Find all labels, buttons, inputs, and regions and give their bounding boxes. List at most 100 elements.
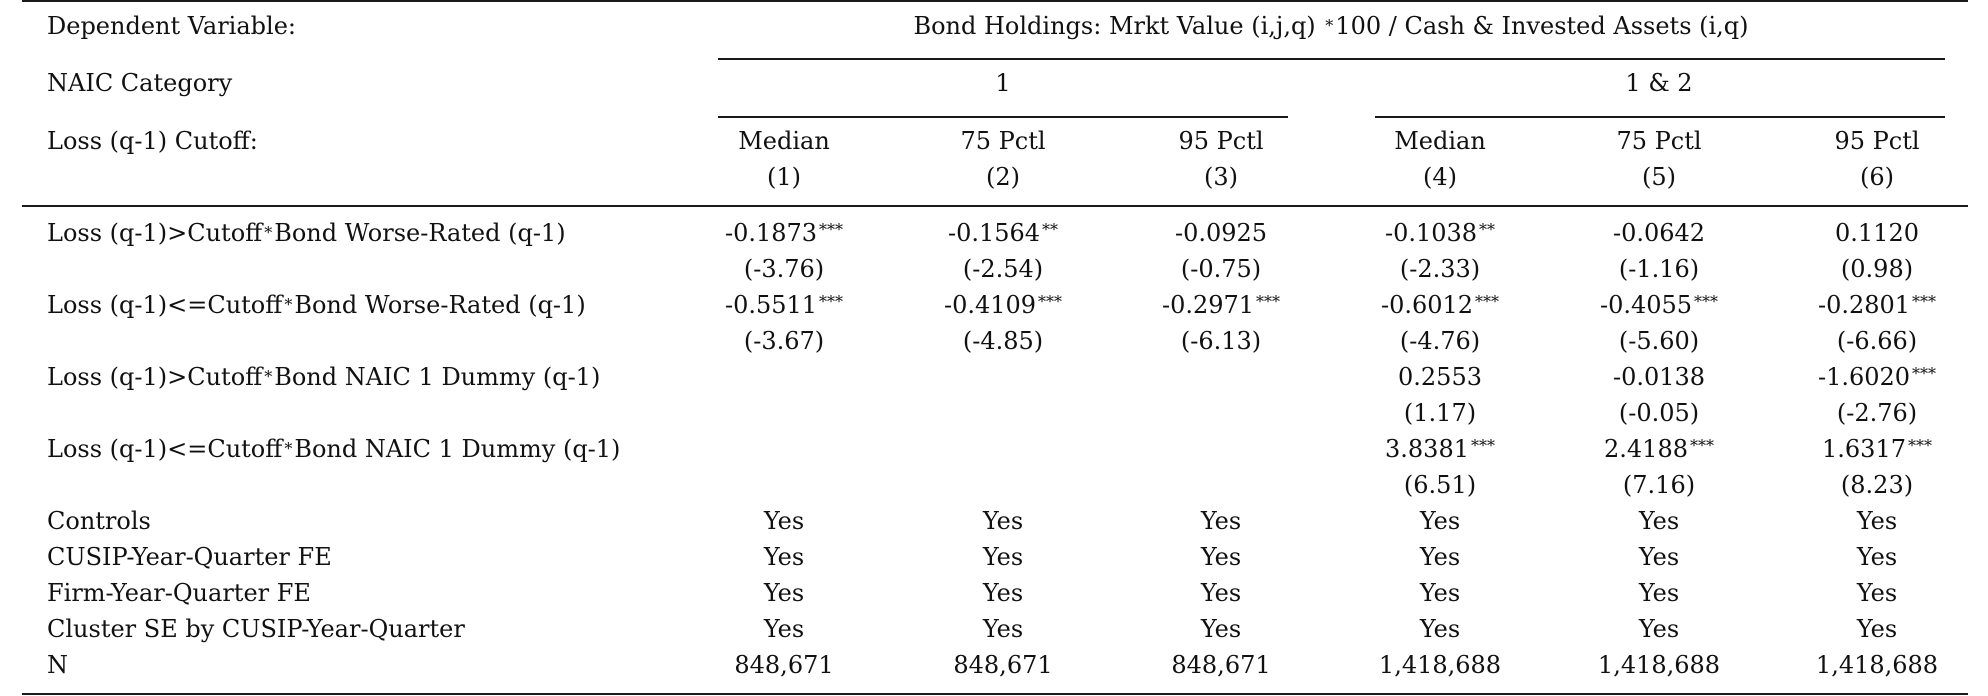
coefficient-value: -0.1038 bbox=[1384, 219, 1478, 247]
row-label-post: Bond Worse-Rated (q-1) bbox=[294, 291, 586, 319]
dependent-variable-label: Dependent Variable: bbox=[47, 12, 296, 40]
coefficient-cell: -0.1873 *** bbox=[725, 218, 843, 251]
row-label-pre: Loss (q-1)<=Cutoff bbox=[47, 435, 283, 463]
column-header-number: (4) bbox=[1423, 163, 1457, 191]
coefficient-value: -0.4109 bbox=[943, 291, 1037, 319]
coefficient-value: -0.4055 bbox=[1599, 291, 1693, 319]
row-label-pre: Loss (q-1)<=Cutoff bbox=[47, 291, 283, 319]
row-label: Loss (q-1)<=Cutoff *Bond Worse-Rated (q-1… bbox=[47, 290, 586, 323]
coefficient-value: -0.1564 bbox=[947, 219, 1041, 247]
row-label-star: * bbox=[264, 223, 273, 242]
coefficient-value: 3.8381 bbox=[1385, 435, 1469, 463]
coefficient-cell: 0.2553 bbox=[1398, 362, 1482, 392]
footer-row-value: 848,671 bbox=[953, 651, 1053, 679]
column-header-number: (3) bbox=[1204, 163, 1238, 191]
coefficient-value: -0.1873 bbox=[724, 219, 818, 247]
footer-row-label: CUSIP-Year-Quarter FE bbox=[47, 543, 332, 571]
footer-row-label: N bbox=[47, 651, 68, 679]
t-statistic-cell: (7.16) bbox=[1622, 471, 1696, 499]
footer-row-label: Firm-Year-Quarter FE bbox=[47, 579, 311, 607]
column-header-name: 75 Pctl bbox=[1616, 127, 1702, 155]
footer-row-value: 848,671 bbox=[734, 651, 834, 679]
footer-row-value: Yes bbox=[1200, 507, 1242, 535]
footer-row-value: Yes bbox=[982, 579, 1024, 607]
significance-stars: *** bbox=[1912, 364, 1937, 383]
naic-category-label: NAIC Category bbox=[47, 69, 233, 97]
column-header-name: 75 Pctl bbox=[960, 127, 1046, 155]
column-header-name: Median bbox=[738, 127, 830, 155]
footer-row-value: 1,418,688 bbox=[1815, 651, 1939, 679]
row-label: Loss (q-1)>Cutoff *Bond Worse-Rated (q-1) bbox=[47, 218, 566, 251]
coefficient-value: -0.0925 bbox=[1174, 219, 1268, 247]
coefficient-cell: -1.6020 *** bbox=[1818, 362, 1936, 395]
coefficient-cell: -0.0138 bbox=[1613, 362, 1705, 392]
footer-row-value: Yes bbox=[1856, 579, 1898, 607]
significance-stars: *** bbox=[819, 292, 844, 311]
coefficient-value: -0.2801 bbox=[1817, 291, 1911, 319]
t-statistic-cell: (-5.60) bbox=[1618, 327, 1700, 355]
coefficient-value: -0.0642 bbox=[1612, 219, 1706, 247]
t-statistic-cell: (-6.13) bbox=[1180, 327, 1262, 355]
footer-row-value: Yes bbox=[982, 507, 1024, 535]
naic-group-2-rule bbox=[1375, 116, 1945, 118]
column-header-number: (1) bbox=[767, 163, 801, 191]
significance-stars: *** bbox=[1470, 436, 1495, 455]
footer-row-value: Yes bbox=[1856, 507, 1898, 535]
significance-stars: *** bbox=[1907, 436, 1932, 455]
coefficient-value: -0.6012 bbox=[1380, 291, 1474, 319]
row-label-post: Bond NAIC 1 Dummy (q-1) bbox=[274, 363, 601, 391]
footer-row-value: Yes bbox=[1638, 615, 1680, 643]
t-statistic-cell: (-4.76) bbox=[1399, 327, 1481, 355]
footer-row-value: Yes bbox=[1419, 615, 1461, 643]
footer-row-value: Yes bbox=[1200, 615, 1242, 643]
footer-row-value: Yes bbox=[1638, 507, 1680, 535]
coefficient-cell: -0.2801 *** bbox=[1818, 290, 1936, 323]
coefficient-value: -0.5511 bbox=[724, 291, 818, 319]
coefficient-cell: -0.0642 bbox=[1613, 218, 1705, 248]
bottom-rule bbox=[22, 693, 1968, 695]
footer-row-value: 848,671 bbox=[1171, 651, 1271, 679]
coefficient-value: 1.6317 bbox=[1822, 435, 1906, 463]
footer-row-value: Yes bbox=[1856, 543, 1898, 571]
row-label-star: * bbox=[284, 439, 293, 458]
coefficient-cell: -0.5511 *** bbox=[725, 290, 843, 323]
footer-row-value: Yes bbox=[1200, 543, 1242, 571]
row-label-post: Bond Worse-Rated (q-1) bbox=[274, 219, 566, 247]
column-header-number: (6) bbox=[1860, 163, 1894, 191]
footer-row-value: Yes bbox=[1638, 579, 1680, 607]
dependent-variable-value: Bond Holdings: Mrkt Value (i,j,q) *100 /… bbox=[913, 12, 1749, 40]
t-statistic-cell: (-3.76) bbox=[743, 255, 825, 283]
coefficient-value: -0.0138 bbox=[1612, 363, 1706, 391]
coefficient-cell: 1.6317 *** bbox=[1822, 434, 1932, 467]
coefficient-value: -0.2971 bbox=[1161, 291, 1255, 319]
naic-group-1-rule bbox=[718, 116, 1288, 118]
row-label-pre: Loss (q-1)>Cutoff bbox=[47, 219, 263, 247]
t-statistic-cell: (-2.54) bbox=[962, 255, 1044, 283]
row-label-pre: Loss (q-1)>Cutoff bbox=[47, 363, 263, 391]
t-statistic-cell: (-1.16) bbox=[1618, 255, 1700, 283]
footer-row-value: Yes bbox=[982, 615, 1024, 643]
t-statistic-cell: (8.23) bbox=[1840, 471, 1914, 499]
coefficient-cell: 2.4188 *** bbox=[1604, 434, 1714, 467]
footer-row-value: Yes bbox=[1638, 543, 1680, 571]
footer-row-value: Yes bbox=[763, 615, 805, 643]
footer-row-value: Yes bbox=[763, 543, 805, 571]
coefficient-cell: -0.4109 *** bbox=[944, 290, 1062, 323]
significance-stars: *** bbox=[1689, 436, 1714, 455]
t-statistic-cell: (-3.67) bbox=[743, 327, 825, 355]
coefficient-cell: -0.0925 bbox=[1175, 218, 1267, 248]
t-statistic-cell: (-2.76) bbox=[1836, 399, 1918, 427]
dependent-variable-rule bbox=[718, 58, 1945, 60]
footer-row-value: Yes bbox=[1419, 543, 1461, 571]
footer-row-value: 1,418,688 bbox=[1378, 651, 1502, 679]
t-statistic-cell: (-0.75) bbox=[1180, 255, 1262, 283]
significance-stars: ** bbox=[1479, 220, 1496, 239]
coefficient-value: -1.6020 bbox=[1817, 363, 1911, 391]
top-rule bbox=[22, 0, 1968, 2]
footer-row-value: Yes bbox=[1419, 579, 1461, 607]
coefficient-value: 0.1120 bbox=[1835, 219, 1919, 247]
significance-stars: *** bbox=[1256, 292, 1281, 311]
footer-row-value: 1,418,688 bbox=[1597, 651, 1721, 679]
coefficient-cell: -0.6012 *** bbox=[1381, 290, 1499, 323]
t-statistic-cell: (6.51) bbox=[1403, 471, 1477, 499]
